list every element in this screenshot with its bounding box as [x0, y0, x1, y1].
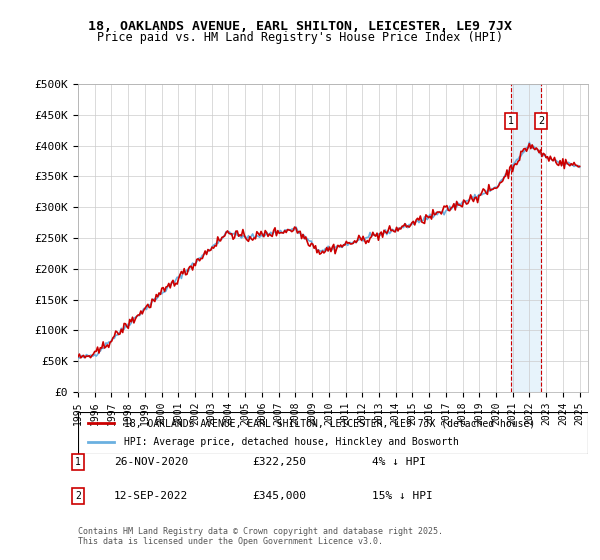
Text: 26-NOV-2020: 26-NOV-2020: [114, 457, 188, 467]
Text: £345,000: £345,000: [252, 491, 306, 501]
Text: 15% ↓ HPI: 15% ↓ HPI: [372, 491, 433, 501]
Text: 2: 2: [538, 116, 544, 126]
Text: 1: 1: [508, 116, 514, 126]
Text: £322,250: £322,250: [252, 457, 306, 467]
Text: 1: 1: [75, 457, 81, 467]
Text: Price paid vs. HM Land Registry's House Price Index (HPI): Price paid vs. HM Land Registry's House …: [97, 31, 503, 44]
Text: 18, OAKLANDS AVENUE, EARL SHILTON, LEICESTER, LE9 7JX: 18, OAKLANDS AVENUE, EARL SHILTON, LEICE…: [88, 20, 512, 32]
Text: Contains HM Land Registry data © Crown copyright and database right 2025.
This d: Contains HM Land Registry data © Crown c…: [78, 526, 443, 546]
Text: 18, OAKLANDS AVENUE, EARL SHILTON, LEICESTER, LE9 7JX (detached house): 18, OAKLANDS AVENUE, EARL SHILTON, LEICE…: [124, 418, 535, 428]
Text: 2: 2: [75, 491, 81, 501]
Text: 4% ↓ HPI: 4% ↓ HPI: [372, 457, 426, 467]
Text: 12-SEP-2022: 12-SEP-2022: [114, 491, 188, 501]
Text: HPI: Average price, detached house, Hinckley and Bosworth: HPI: Average price, detached house, Hinc…: [124, 437, 459, 447]
Bar: [511, 84, 541, 392]
